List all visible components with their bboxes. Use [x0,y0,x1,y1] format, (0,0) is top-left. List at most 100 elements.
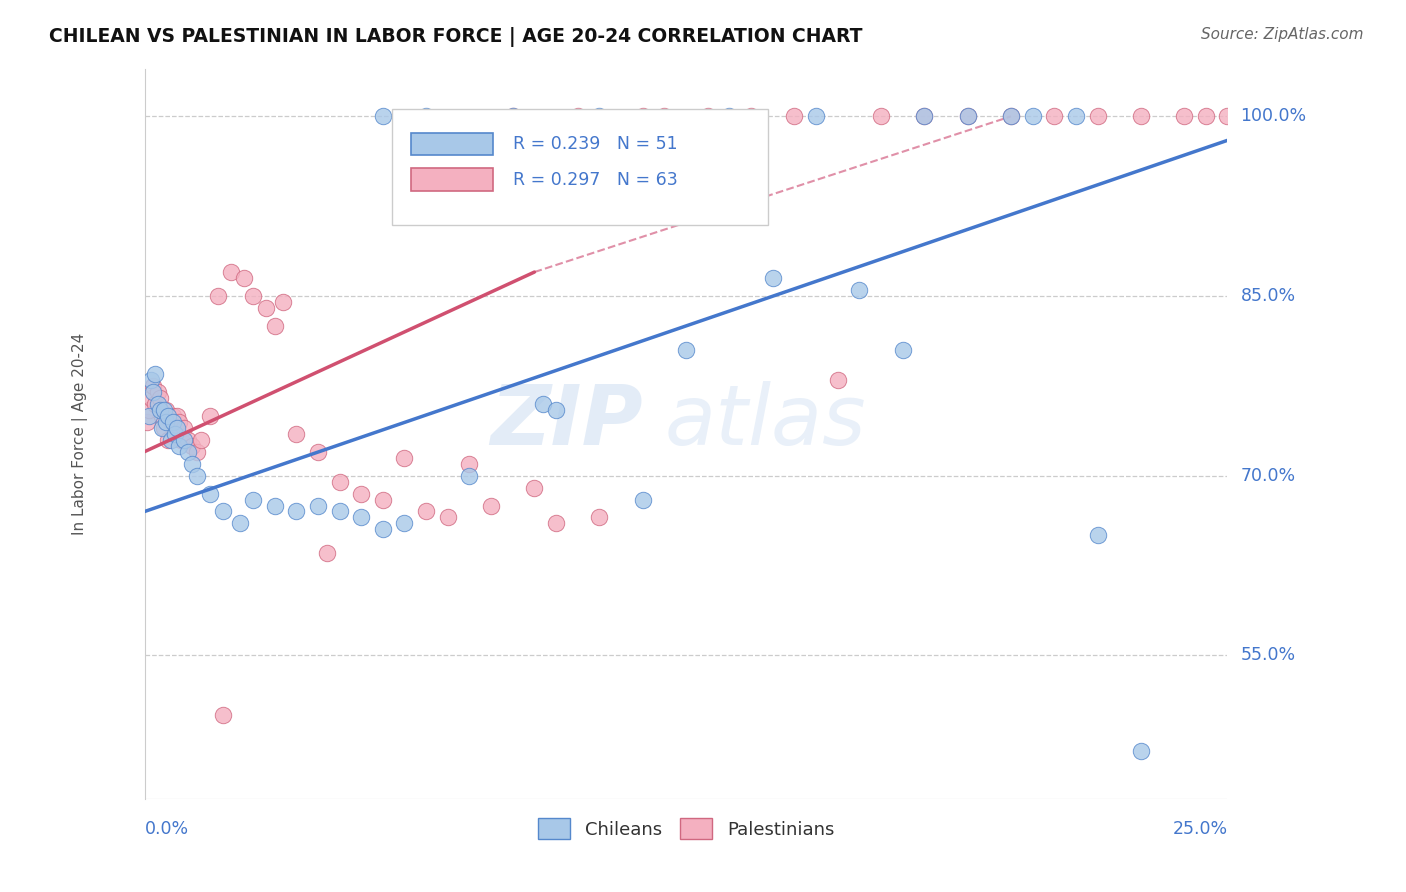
Point [254,301,277,315]
Point [1000,110,1022,124]
Point [153,402,176,417]
Point [162,409,184,423]
Point [1087,528,1109,542]
Point [198,486,221,500]
Point [458,457,481,471]
Text: Source: ZipAtlas.com: Source: ZipAtlas.com [1201,27,1364,42]
Point [394,516,416,531]
Point [138,402,160,417]
Point [315,546,337,560]
Point [1129,110,1152,124]
Point [588,510,610,524]
Point [956,110,979,124]
Point [181,439,204,453]
Point [1216,110,1239,124]
Point [142,384,165,399]
Point [654,110,676,124]
Point [1043,110,1066,124]
Point [170,433,193,447]
Point [163,426,186,441]
Point [149,402,172,417]
Point [350,486,373,500]
Point [166,409,188,423]
Point [163,420,186,434]
Point [740,110,762,124]
Point [135,415,157,429]
Text: 0.0%: 0.0% [145,821,188,838]
Point [531,397,554,411]
Point [149,391,172,405]
Point [1021,110,1043,124]
Point [1000,110,1022,124]
Point [891,343,914,357]
Point [588,110,610,124]
Point [181,457,204,471]
Point [762,271,785,285]
Point [146,397,169,411]
Point [229,516,252,531]
Point [415,110,437,124]
Point [153,420,176,434]
Point [783,110,806,124]
Point [162,415,184,429]
Point [150,409,173,423]
Text: 55.0%: 55.0% [1240,646,1295,665]
Point [271,295,294,310]
Point [173,420,195,434]
Text: atlas: atlas [665,381,866,462]
Point [631,110,654,124]
Point [173,433,195,447]
Point [502,110,524,124]
Point [436,510,458,524]
Point [155,402,177,417]
Text: R = 0.297   N = 63: R = 0.297 N = 63 [513,171,678,189]
Point [956,110,979,124]
Point [138,409,160,423]
Point [242,492,264,507]
Point [546,402,568,417]
Point [142,378,165,392]
Point [285,504,308,518]
Point [1064,110,1087,124]
Point [718,110,741,124]
Point [285,426,308,441]
Point [523,481,546,495]
Point [177,444,200,458]
Point [631,492,654,507]
Point [139,373,162,387]
Point [233,271,256,285]
Point [159,415,181,429]
Point [169,439,191,453]
Point [166,420,188,434]
Text: In Labor Force | Age 20-24: In Labor Force | Age 20-24 [72,333,87,535]
Point [870,110,893,124]
Text: 85.0%: 85.0% [1240,287,1295,305]
Point [848,283,870,297]
Point [350,510,373,524]
FancyBboxPatch shape [411,169,494,191]
Point [157,409,180,423]
Point [169,415,191,429]
Point [371,492,394,507]
Point [177,433,200,447]
FancyBboxPatch shape [391,109,768,226]
FancyBboxPatch shape [411,133,494,155]
Point [1129,744,1152,758]
Point [546,516,568,531]
Point [263,318,285,333]
Point [696,110,718,124]
Point [139,391,162,405]
Point [415,504,437,518]
Text: R = 0.239   N = 51: R = 0.239 N = 51 [513,135,678,153]
Point [219,265,242,279]
Point [912,110,935,124]
Point [328,475,350,489]
Point [198,409,221,423]
Point [479,499,502,513]
Point [1195,110,1218,124]
Text: 100.0%: 100.0% [1240,107,1306,126]
Text: 25.0%: 25.0% [1173,821,1227,838]
Point [155,415,177,429]
Point [207,289,229,303]
Text: CHILEAN VS PALESTINIAN IN LABOR FORCE | AGE 20-24 CORRELATION CHART: CHILEAN VS PALESTINIAN IN LABOR FORCE | … [49,27,863,46]
